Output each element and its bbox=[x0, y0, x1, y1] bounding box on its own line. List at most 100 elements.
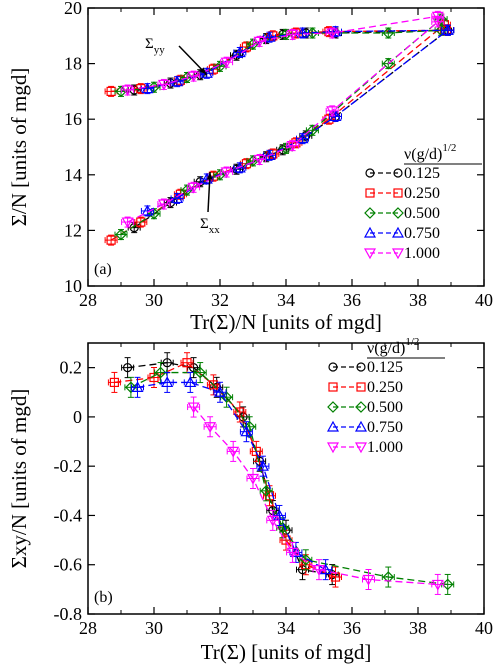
error-bar bbox=[286, 28, 300, 40]
data-point bbox=[182, 358, 192, 368]
panel-label: (a) bbox=[94, 261, 112, 278]
data-point bbox=[148, 81, 160, 94]
data-point bbox=[187, 71, 200, 83]
data-point bbox=[157, 199, 170, 211]
legend: ν(g/d)1/2 0.125 0.250 0.500 0.750 1.000 bbox=[326, 336, 445, 456]
data-point bbox=[214, 60, 226, 73]
error-bar bbox=[246, 468, 260, 489]
data-point bbox=[121, 85, 134, 97]
annotation-label: Σxx bbox=[200, 216, 220, 236]
annotation-label: Σyy bbox=[145, 36, 165, 56]
x-tick-label: 38 bbox=[409, 290, 427, 310]
data-point bbox=[286, 29, 299, 41]
legend-marker bbox=[354, 420, 368, 432]
data-point bbox=[268, 31, 278, 41]
series-line bbox=[137, 381, 326, 571]
error-bar bbox=[286, 140, 300, 152]
data-point bbox=[431, 17, 444, 29]
data-point bbox=[106, 235, 116, 245]
series-1.000 bbox=[121, 10, 445, 229]
x-tick-label: 32 bbox=[211, 290, 229, 310]
legend-marker bbox=[365, 168, 375, 178]
data-point bbox=[214, 168, 226, 181]
annotation-arrowhead bbox=[199, 67, 207, 75]
data-point bbox=[136, 217, 146, 227]
legend-item: 0.250 bbox=[365, 185, 440, 202]
error-bar bbox=[226, 440, 240, 462]
data-point bbox=[213, 386, 227, 397]
legend-marker bbox=[391, 248, 405, 260]
data-point bbox=[154, 366, 167, 379]
y-axis-label: Σxy/N [units of mgd] bbox=[7, 389, 31, 569]
error-bar bbox=[431, 16, 445, 28]
y-tick-label: 14 bbox=[64, 165, 82, 185]
x-tick-label: 34 bbox=[277, 290, 295, 310]
data-point bbox=[268, 149, 278, 159]
y-tick-label: -0.4 bbox=[54, 505, 83, 525]
error-bar bbox=[160, 371, 174, 393]
data-point bbox=[382, 571, 395, 583]
legend-marker bbox=[356, 382, 366, 392]
data-point bbox=[125, 381, 137, 394]
x-tick-label: 28 bbox=[79, 290, 97, 310]
data-point bbox=[312, 565, 326, 576]
error-bar bbox=[203, 416, 217, 438]
legend-label: 0.500 bbox=[367, 399, 403, 416]
series-0.750 bbox=[131, 371, 333, 581]
legend-marker bbox=[326, 442, 340, 454]
series-line bbox=[127, 15, 438, 91]
legend-item: 0.125 bbox=[365, 165, 440, 182]
x-axis-label: Tr(Σ)/N [units of mgd] bbox=[190, 310, 382, 334]
series-line bbox=[110, 24, 445, 241]
legend-label: 1.000 bbox=[404, 245, 440, 262]
legend-marker bbox=[365, 188, 375, 198]
data-point bbox=[263, 30, 276, 42]
legend-label: 0.750 bbox=[367, 419, 403, 436]
legend: ν(g/d)1/2 0.125 0.250 0.500 0.750 1.000 bbox=[363, 142, 482, 262]
data-point bbox=[441, 24, 454, 35]
error-bar bbox=[325, 27, 339, 39]
y-tick-label: -0.8 bbox=[54, 604, 83, 624]
data-point bbox=[382, 57, 395, 70]
x-tick-label: 34 bbox=[277, 618, 295, 638]
error-bar bbox=[312, 559, 326, 581]
x-tick-label: 40 bbox=[475, 290, 493, 310]
error-bar bbox=[286, 541, 300, 563]
error-bar bbox=[131, 376, 144, 398]
legend-item: 0.750 bbox=[326, 419, 403, 436]
legend-item: 0.125 bbox=[328, 359, 403, 376]
series-line bbox=[193, 406, 438, 586]
legend-item: 0.500 bbox=[364, 205, 440, 222]
error-bar bbox=[329, 110, 342, 122]
error-bar bbox=[121, 84, 135, 96]
error-bar bbox=[157, 78, 171, 90]
data-point bbox=[286, 547, 299, 559]
data-point bbox=[220, 57, 233, 69]
legend-item: 1.000 bbox=[326, 439, 403, 456]
data-point bbox=[227, 446, 240, 458]
y-tick-label: 12 bbox=[64, 220, 82, 240]
legend-label: 0.250 bbox=[367, 379, 403, 396]
data-point bbox=[326, 28, 339, 40]
data-point bbox=[296, 132, 309, 144]
data-point bbox=[240, 425, 253, 437]
series-line bbox=[127, 362, 333, 576]
legend-marker bbox=[363, 248, 377, 260]
legend-marker bbox=[391, 226, 405, 238]
data-point bbox=[189, 363, 199, 373]
data-point bbox=[247, 38, 259, 50]
legend-marker bbox=[393, 188, 403, 198]
x-tick-label: 36 bbox=[343, 618, 361, 638]
error-bar bbox=[187, 396, 201, 418]
series-0.500 bbox=[124, 362, 455, 595]
error-bar bbox=[121, 216, 135, 228]
data-point bbox=[220, 167, 233, 179]
x-axis-label: Tr(Σ) [units of mgd] bbox=[201, 640, 372, 664]
error-bar bbox=[431, 10, 445, 22]
error-bar bbox=[319, 559, 333, 581]
error-bar bbox=[441, 24, 455, 36]
error-bar bbox=[431, 573, 445, 595]
legend-label: 1.000 bbox=[367, 439, 403, 456]
legend-marker bbox=[354, 442, 368, 454]
